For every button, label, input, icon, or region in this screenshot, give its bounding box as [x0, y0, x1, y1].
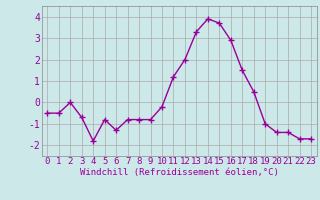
X-axis label: Windchill (Refroidissement éolien,°C): Windchill (Refroidissement éolien,°C) [80, 168, 279, 177]
